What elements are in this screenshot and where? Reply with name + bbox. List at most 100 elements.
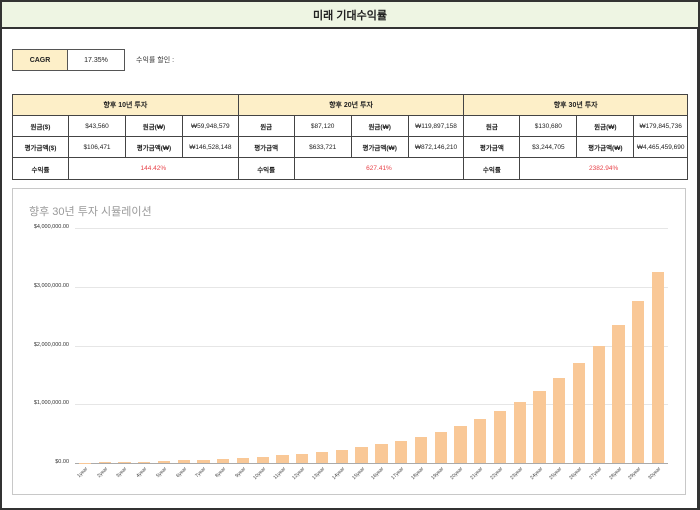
bar-14year[interactable] bbox=[335, 449, 348, 463]
x-tick-label: 1year bbox=[76, 466, 90, 480]
valuation-krw-value: ₩4,465,459,690 bbox=[636, 143, 685, 151]
bar-25year[interactable] bbox=[553, 378, 566, 463]
bar-6year[interactable] bbox=[177, 460, 190, 463]
table-row: 원금 $130,680 원금(₩) ₩179,845,736 bbox=[464, 116, 688, 137]
x-tick-label: 23year bbox=[508, 466, 524, 482]
x-tick-label: 29year bbox=[627, 466, 643, 482]
bar-1year[interactable] bbox=[78, 462, 91, 464]
return-label: 수익률 bbox=[239, 158, 295, 179]
valuation-usd-label: 평가금액($) bbox=[13, 137, 69, 157]
discount-rate-label: 수익률 할인 : bbox=[136, 57, 175, 64]
bar-27year[interactable] bbox=[592, 345, 605, 463]
x-tick-label: 20year bbox=[449, 466, 465, 482]
cagr-value[interactable]: 17.35% bbox=[68, 49, 125, 71]
x-tick-label: 5year bbox=[155, 466, 169, 480]
bar-22year[interactable] bbox=[493, 411, 507, 463]
bar-11year[interactable] bbox=[276, 455, 289, 463]
cagr-row: CAGR 17.35% 수익률 할인 : bbox=[12, 49, 174, 71]
x-tick-label: 30year bbox=[647, 466, 663, 482]
x-tick-label: 18year bbox=[410, 466, 426, 482]
bar-9year[interactable] bbox=[236, 457, 250, 463]
bar-17year[interactable] bbox=[395, 440, 408, 463]
bar-10year[interactable] bbox=[256, 456, 269, 463]
gridline bbox=[75, 228, 668, 229]
y-tick-label: $3,000,000.00 bbox=[33, 282, 69, 289]
x-tick-label: 8year bbox=[214, 466, 228, 480]
bar-24year[interactable] bbox=[533, 391, 546, 463]
valuation-usd-value: $3,244,705 bbox=[520, 137, 578, 157]
bar-3year[interactable] bbox=[118, 462, 131, 463]
table-row: 평가금액 $3,244,705 평가금액(₩) ₩4,465,459,690 bbox=[464, 137, 688, 158]
x-tick-label: 2year bbox=[95, 466, 109, 480]
y-tick-label: $4,000,000.00 bbox=[33, 224, 69, 230]
valuation-krw-value: ₩146,528,148 bbox=[189, 143, 232, 151]
bar-19year[interactable] bbox=[434, 431, 447, 463]
summary-block-10y: 향후 10년 투자 원금($) $43,560 원금(₩) ₩59,948,57… bbox=[12, 94, 238, 180]
x-tick-label: 12year bbox=[291, 466, 307, 482]
table-row: 평가금액($) $106,471 평가금액(₩) ₩146,528,148 bbox=[13, 137, 238, 158]
x-tick-label: 3year bbox=[115, 466, 129, 480]
principal-krw-value: ₩119,897,158 bbox=[415, 122, 457, 130]
bar-26year[interactable] bbox=[572, 363, 586, 463]
valuation-krw-label: 평가금액(₩) bbox=[577, 137, 635, 157]
block-title: 향후 30년 투자 bbox=[464, 95, 688, 116]
valuation-krw-label: 평가금액(₩) bbox=[352, 137, 409, 157]
x-tick-label: 11year bbox=[271, 466, 287, 481]
principal-krw-label: 원금(₩) bbox=[352, 116, 409, 136]
bar-7year[interactable] bbox=[197, 459, 210, 463]
x-tick-label: 25year bbox=[548, 466, 564, 482]
principal-krw-value: ₩59,948,579 bbox=[191, 122, 230, 130]
x-tick-label: 10year bbox=[251, 466, 268, 482]
bar-4year[interactable] bbox=[138, 461, 151, 463]
x-tick-label: 7year bbox=[194, 466, 208, 480]
cagr-label: CAGR bbox=[12, 49, 68, 71]
principal-usd-label: 원금 bbox=[464, 116, 521, 136]
return-value: 627.41% bbox=[366, 165, 392, 172]
bar-8year[interactable] bbox=[217, 458, 230, 463]
bar-18year[interactable] bbox=[414, 436, 428, 463]
return-value: 2382.94% bbox=[589, 165, 619, 172]
table-row: 원금 $87,120 원금(₩) ₩119,897,158 bbox=[238, 116, 464, 137]
block-title: 향후 10년 투자 bbox=[13, 95, 238, 116]
bar-12year[interactable] bbox=[296, 453, 309, 463]
bar-29year[interactable] bbox=[632, 300, 645, 463]
x-tick-label: 22year bbox=[489, 466, 505, 482]
bar-2year[interactable] bbox=[98, 462, 111, 463]
principal-usd-value: $87,120 bbox=[295, 116, 352, 136]
x-tick-label: 9year bbox=[234, 466, 248, 480]
x-axis-line bbox=[75, 463, 668, 464]
valuation-usd-label: 평가금액 bbox=[464, 137, 521, 157]
bar-28year[interactable] bbox=[612, 324, 625, 463]
table-row: 수익률 2382.94% bbox=[464, 158, 687, 179]
bar-5year[interactable] bbox=[157, 461, 171, 463]
gridline bbox=[75, 404, 668, 406]
return-value: 144.42% bbox=[140, 165, 167, 172]
block-title: 향후 20년 투자 bbox=[238, 95, 464, 116]
y-tick-label: $2,000,000.00 bbox=[33, 341, 69, 348]
principal-usd-value: $43,560 bbox=[69, 116, 126, 136]
simulation-chart[interactable]: 향후 30년 투자 시뮬레이션 $0.00 $1,000,000.00 $2,000… bbox=[12, 188, 686, 495]
page-title: 미래 기대수익률 bbox=[0, 0, 700, 29]
gridline bbox=[75, 286, 668, 288]
bar-21year[interactable] bbox=[474, 419, 487, 463]
x-tick-label: 19year bbox=[429, 466, 445, 482]
x-tick-label: 16year bbox=[370, 466, 386, 482]
bar-20year[interactable] bbox=[454, 425, 467, 463]
bar-15year[interactable] bbox=[355, 447, 368, 463]
principal-usd-value: $130,680 bbox=[520, 116, 578, 136]
x-tick-label: 4year bbox=[135, 466, 149, 480]
x-tick-label: 27year bbox=[587, 466, 604, 482]
x-tick-label: 28year bbox=[607, 466, 623, 482]
return-label: 수익률 bbox=[464, 158, 521, 179]
table-row: 수익률 144.42% bbox=[13, 158, 238, 179]
bar-23year[interactable] bbox=[513, 401, 526, 463]
bar-30year[interactable] bbox=[651, 272, 665, 463]
table-row: 수익률 627.41% bbox=[239, 158, 464, 179]
table-row: 원금($) $43,560 원금(₩) ₩59,948,579 bbox=[13, 116, 238, 137]
x-tick-label: 24year bbox=[528, 466, 544, 482]
x-tick-label: 21year bbox=[469, 466, 485, 482]
bar-13year[interactable] bbox=[315, 452, 329, 463]
gridline bbox=[75, 345, 668, 347]
bar-16year[interactable] bbox=[375, 444, 388, 463]
